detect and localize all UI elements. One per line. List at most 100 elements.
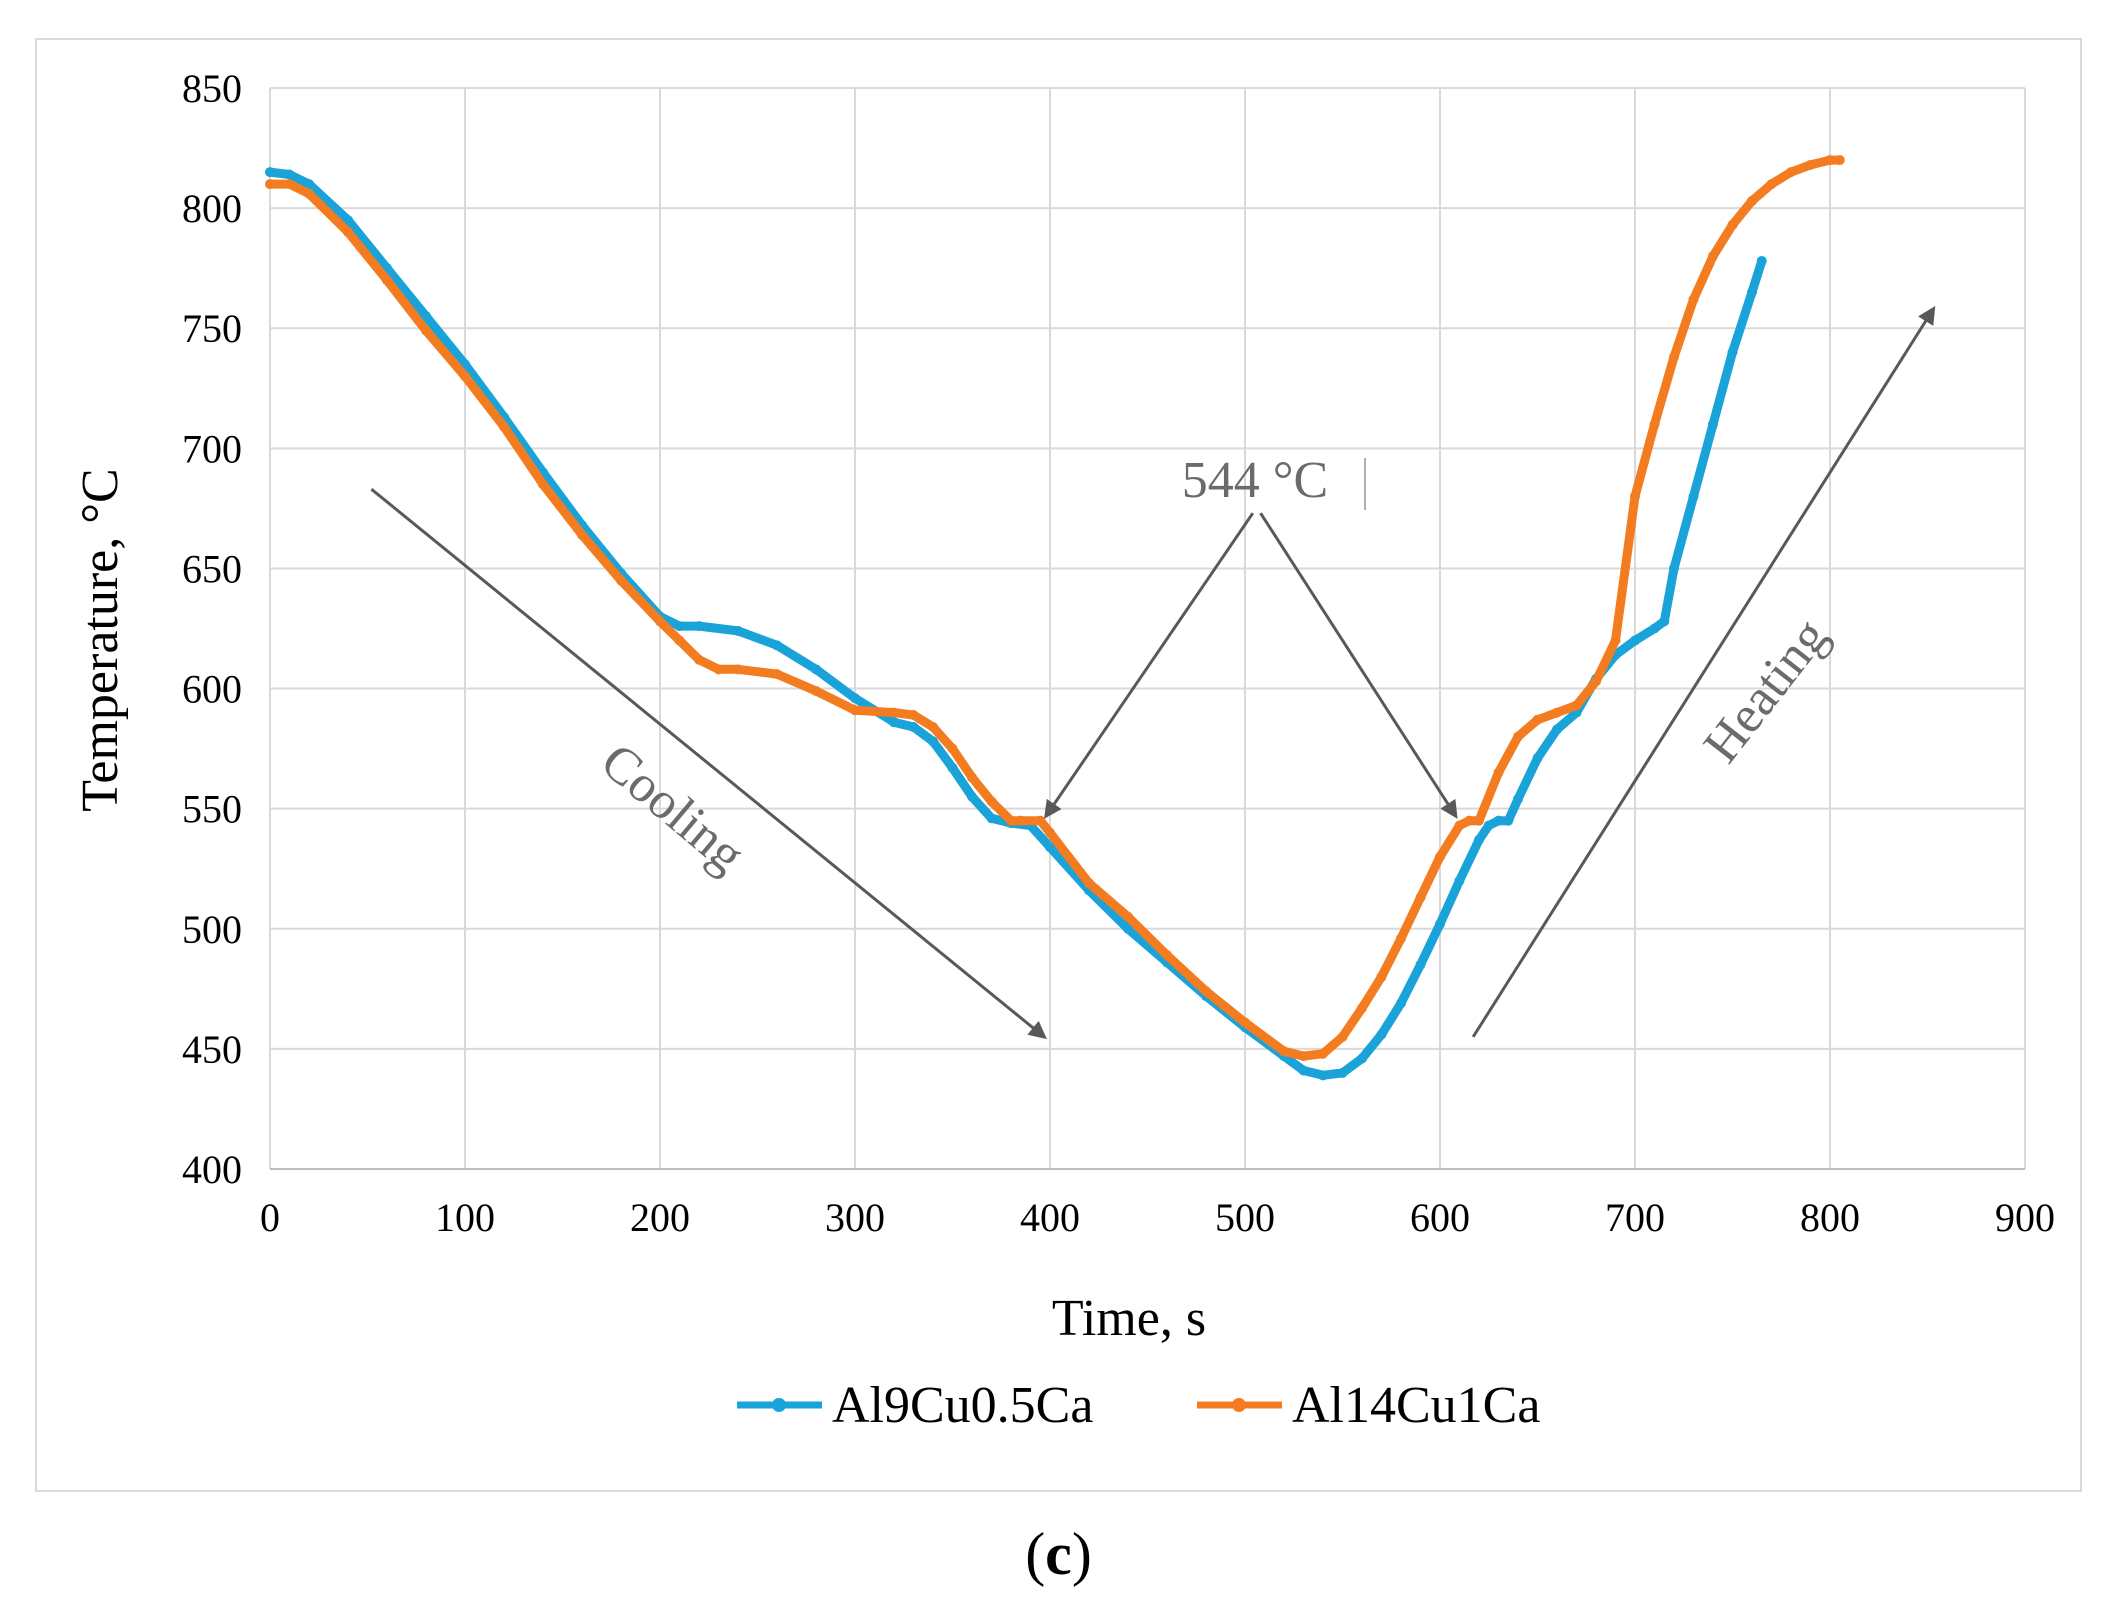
series-1-point-36 — [1357, 1053, 1367, 1064]
series-2-point-18 — [850, 705, 860, 716]
series-1-point-23 — [986, 813, 997, 824]
x-tick-label-200: 200 — [630, 1195, 690, 1240]
series-2-point-12 — [674, 635, 685, 646]
series-2-point-35 — [1298, 1051, 1309, 1062]
series-2-point-39 — [1376, 971, 1387, 982]
y-tick-label-450: 450 — [182, 1027, 242, 1072]
series-1-point-38 — [1396, 998, 1406, 1009]
series-line-2 — [265, 155, 1845, 1061]
series-2-point-52 — [1610, 635, 1621, 646]
caption-open-paren: ( — [1025, 1521, 1046, 1587]
series-2-point-32 — [1201, 986, 1211, 997]
heating-arrow — [1471, 305, 1936, 1038]
series-2-point-9 — [577, 529, 587, 540]
series-1-point-28 — [1123, 923, 1133, 934]
series-2-point-29 — [1084, 878, 1094, 889]
legend-marker-series-1 — [772, 1398, 786, 1412]
series-1-point-20 — [928, 736, 938, 747]
series-2-point-49 — [1552, 707, 1562, 718]
series-1-point-53 — [1649, 623, 1660, 634]
series-1-point-43 — [1483, 820, 1494, 831]
y-axis-title: Temperature, °C — [72, 468, 129, 811]
temperature-annotation: 544 °C — [1182, 452, 1328, 509]
series-1-point-12 — [674, 621, 685, 632]
series-2-point-50 — [1571, 700, 1582, 711]
series-2-point-19 — [889, 707, 899, 718]
series-1-point-2 — [304, 179, 314, 190]
y-tick-label-500: 500 — [182, 907, 242, 952]
series-2-point-59 — [1747, 195, 1757, 206]
pointer-arrow-left — [1044, 512, 1255, 819]
y-tick-label-700: 700 — [182, 426, 242, 471]
x-axis-title: Time, s — [1052, 1290, 1206, 1347]
series-2-point-8 — [538, 479, 548, 490]
cooling-arrow — [370, 488, 1047, 1040]
y-tick-label-750: 750 — [182, 306, 242, 351]
series-1-point-37 — [1376, 1029, 1387, 1040]
grid-layer — [269, 87, 2026, 1170]
series-2-point-46 — [1493, 767, 1504, 778]
legend-label-series-2: Al14Cu1Ca — [1292, 1377, 1540, 1434]
series-1-point-55 — [1669, 563, 1679, 574]
x-tick-label-900: 900 — [1995, 1195, 2055, 1240]
series-2-point-57 — [1708, 251, 1718, 262]
series-2-point-47 — [1513, 731, 1523, 742]
axis-layer: 0 100 200 300 400 500 600 700 800 900 400 450 500 550… — [182, 66, 2055, 1240]
legend-marker-series-2 — [1232, 1398, 1246, 1412]
series-2-point-53 — [1630, 491, 1640, 502]
series-1-point-54 — [1659, 616, 1670, 627]
series-1-point-3 — [343, 215, 353, 226]
series-1-point-57 — [1708, 419, 1718, 430]
series-2-point-62 — [1805, 159, 1816, 170]
y-tick-label-850: 850 — [182, 66, 242, 111]
series-2-point-37 — [1337, 1031, 1348, 1042]
x-tick-label-500: 500 — [1215, 1195, 1275, 1240]
series-1-point-1 — [284, 169, 295, 180]
series-2-point-14 — [713, 664, 724, 675]
series-2-point-0 — [265, 179, 275, 190]
series-1-point-60 — [1756, 255, 1767, 266]
series-2-point-3 — [343, 227, 353, 238]
series-1-point-22 — [967, 791, 977, 802]
series-1-point-35 — [1337, 1067, 1348, 1078]
legend-label-series-1: Al9Cu0.5Ca — [832, 1377, 1093, 1434]
series-1-point-17 — [850, 693, 860, 704]
chart-svg: 0 100 200 300 400 500 600 700 800 900 400 450 500 550… — [72, 66, 2055, 1434]
series-1-point-59 — [1747, 287, 1757, 298]
series-1-point-42 — [1474, 834, 1484, 845]
series-1-point-40 — [1435, 918, 1445, 929]
series-2-point-10 — [616, 575, 626, 586]
series-1-point-39 — [1415, 959, 1426, 970]
series-1-point-52 — [1630, 635, 1640, 646]
series-2-point-22 — [947, 743, 958, 754]
series-2-point-23 — [967, 772, 977, 783]
series-1-point-47 — [1532, 753, 1543, 764]
series-2-point-4 — [382, 275, 392, 286]
series-2-point-13 — [694, 654, 704, 665]
series-2-point-33 — [1240, 1017, 1250, 1028]
series-2-point-63 — [1825, 155, 1835, 166]
series-2-point-42 — [1435, 851, 1445, 862]
figure-caption: (c) — [0, 1520, 2117, 1589]
caption-letter: c — [1045, 1521, 1072, 1587]
series-2-point-64 — [1834, 155, 1845, 166]
y-tick-label-650: 650 — [182, 546, 242, 591]
series-2-point-6 — [460, 371, 470, 382]
series-2-point-61 — [1786, 167, 1796, 178]
series-1-point-33 — [1298, 1065, 1309, 1076]
y-tick-label-550: 550 — [182, 787, 242, 832]
series-2-point-31 — [1162, 950, 1172, 961]
series-layer — [265, 155, 1845, 1081]
y-tick-label-400: 400 — [182, 1147, 242, 1192]
x-tick-label-300: 300 — [825, 1195, 885, 1240]
series-2-point-56 — [1688, 294, 1699, 305]
axis-labels: Time, s Temperature, °C — [72, 468, 1206, 1347]
series-1-point-18 — [889, 717, 899, 728]
legend: Al9Cu0.5Ca Al14Cu1Ca — [737, 1377, 1540, 1434]
series-2-point-11 — [655, 616, 665, 627]
series-2-point-5 — [421, 325, 431, 336]
series-2-point-30 — [1123, 911, 1133, 922]
series-2-point-27 — [1035, 815, 1046, 826]
series-2-point-16 — [772, 669, 782, 680]
series-1-point-15 — [772, 640, 782, 651]
